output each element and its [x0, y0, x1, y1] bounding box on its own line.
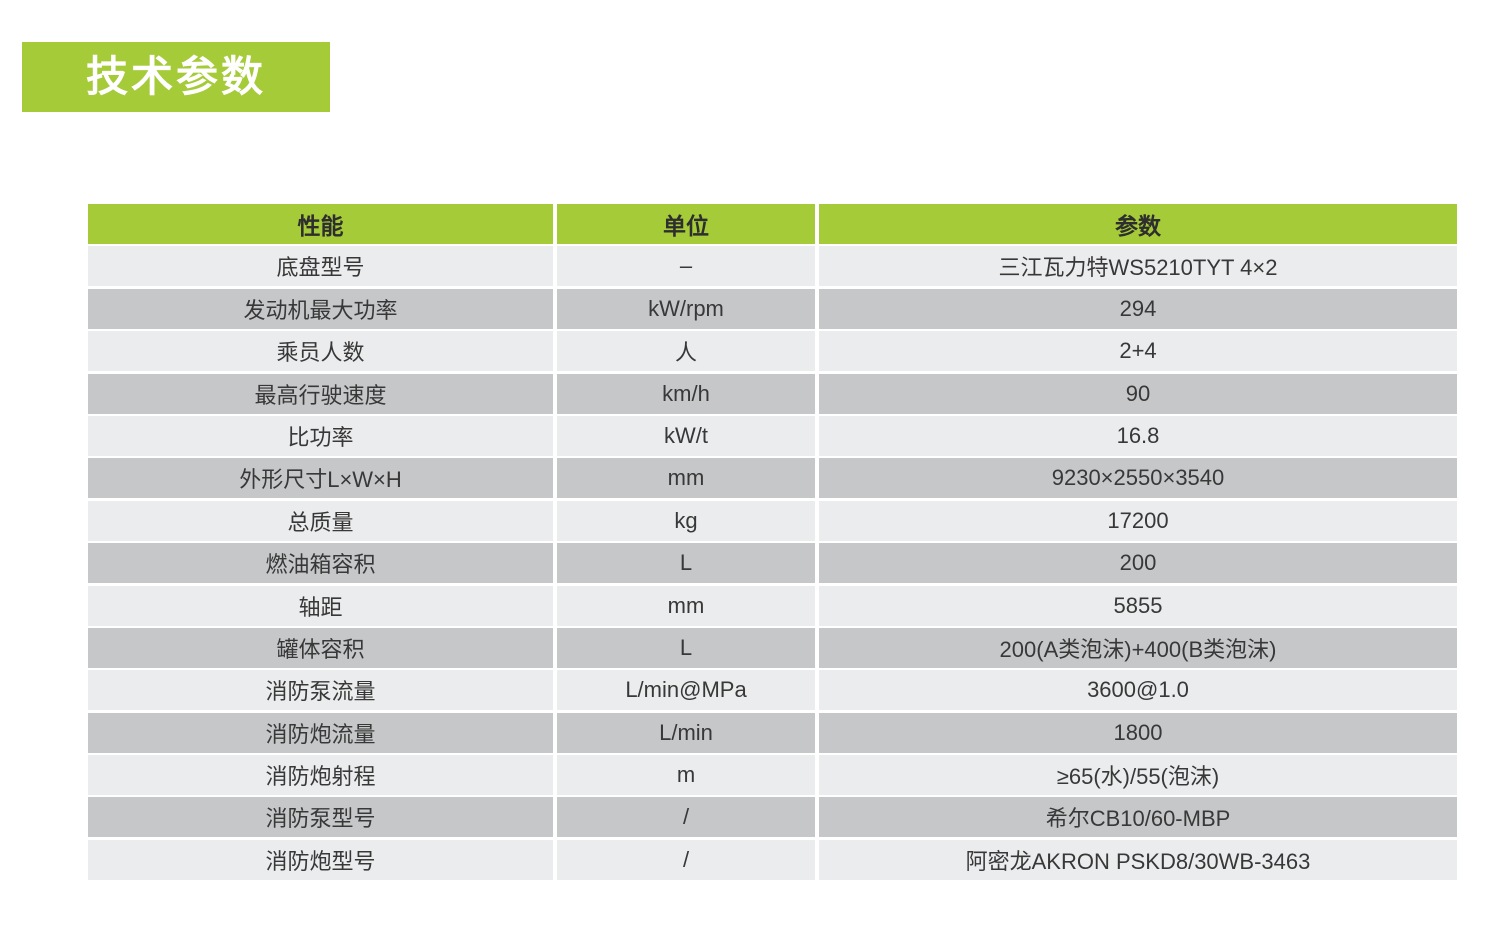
cell-value: 2+4	[819, 331, 1457, 372]
spec-table: 性能 单位 参数 底盘型号 – 三江瓦力特WS5210TYT 4×2 发动机最大功率 k…	[88, 204, 1457, 880]
cell-property: 消防炮型号	[88, 839, 553, 880]
table-row: 发动机最大功率 kW/rpm 294	[88, 288, 1457, 329]
cell-property: 消防炮流量	[88, 712, 553, 753]
section-title-badge: 技术参数	[22, 42, 330, 112]
cell-unit: 人	[557, 331, 815, 372]
cell-property: 最高行驶速度	[88, 373, 553, 414]
cell-property: 轴距	[88, 585, 553, 626]
cell-property: 发动机最大功率	[88, 288, 553, 329]
table-row: 外形尺寸L×W×H mm 9230×2550×3540	[88, 458, 1457, 499]
table-row: 消防泵流量 L/min@MPa 3600@1.0	[88, 670, 1457, 711]
section-title: 技术参数	[85, 53, 266, 100]
table-row: 最高行驶速度 km/h 90	[88, 373, 1457, 414]
cell-value: 200	[819, 543, 1457, 584]
cell-property: 总质量	[88, 500, 553, 541]
cell-property: 消防泵流量	[88, 670, 553, 711]
table-row: 消防炮流量 L/min 1800	[88, 712, 1457, 753]
table-header-row: 性能 单位 参数	[88, 204, 1457, 244]
cell-property: 外形尺寸L×W×H	[88, 458, 553, 499]
cell-unit: L/min@MPa	[557, 670, 815, 711]
cell-value: 3600@1.0	[819, 670, 1457, 711]
cell-value: 三江瓦力特WS5210TYT 4×2	[819, 246, 1457, 287]
table-row: 比功率 kW/t 16.8	[88, 415, 1457, 456]
cell-property: 比功率	[88, 415, 553, 456]
cell-value: 294	[819, 288, 1457, 329]
column-header-property: 性能	[88, 204, 553, 244]
cell-value: 希尔CB10/60-MBP	[819, 797, 1457, 838]
cell-unit: m	[557, 755, 815, 796]
cell-unit: kW/t	[557, 415, 815, 456]
cell-value: 阿密龙AKRON PSKD8/30WB-3463	[819, 839, 1457, 880]
cell-unit: /	[557, 839, 815, 880]
cell-value: ≥65(水)/55(泡沫)	[819, 755, 1457, 796]
cell-value: 16.8	[819, 415, 1457, 456]
cell-property: 底盘型号	[88, 246, 553, 287]
cell-value: 90	[819, 373, 1457, 414]
cell-unit: km/h	[557, 373, 815, 414]
table-row: 总质量 kg 17200	[88, 500, 1457, 541]
table-row: 消防炮射程 m ≥65(水)/55(泡沫)	[88, 755, 1457, 796]
cell-property: 罐体容积	[88, 627, 553, 668]
cell-unit: –	[557, 246, 815, 287]
table-row: 轴距 mm 5855	[88, 585, 1457, 626]
table-row: 乘员人数人 2+4	[88, 331, 1457, 372]
cell-unit: L	[557, 627, 815, 668]
table-row: 底盘型号 – 三江瓦力特WS5210TYT 4×2	[88, 246, 1457, 287]
cell-value: 5855	[819, 585, 1457, 626]
cell-unit: kg	[557, 500, 815, 541]
cell-value: 200(A类泡沫)+400(B类泡沫)	[819, 627, 1457, 668]
cell-unit: /	[557, 797, 815, 838]
cell-unit: mm	[557, 585, 815, 626]
column-header-unit: 单位	[557, 204, 815, 244]
table-row: 罐体容积 L 200(A类泡沫)+400(B类泡沫)	[88, 627, 1457, 668]
cell-unit: L	[557, 543, 815, 584]
cell-property: 燃油箱容积	[88, 543, 553, 584]
table-row: 消防炮型号 / 阿密龙AKRON PSKD8/30WB-3463	[88, 839, 1457, 880]
cell-property: 消防泵型号	[88, 797, 553, 838]
cell-unit: mm	[557, 458, 815, 499]
cell-property: 乘员人数	[88, 331, 553, 372]
table-row: 消防泵型号 / 希尔CB10/60-MBP	[88, 797, 1457, 838]
cell-value: 17200	[819, 500, 1457, 541]
cell-property: 消防炮射程	[88, 755, 553, 796]
column-header-value: 参数	[819, 204, 1457, 244]
cell-value: 1800	[819, 712, 1457, 753]
cell-value: 9230×2550×3540	[819, 458, 1457, 499]
table-row: 燃油箱容积 L 200	[88, 543, 1457, 584]
cell-unit: kW/rpm	[557, 288, 815, 329]
cell-unit: L/min	[557, 712, 815, 753]
